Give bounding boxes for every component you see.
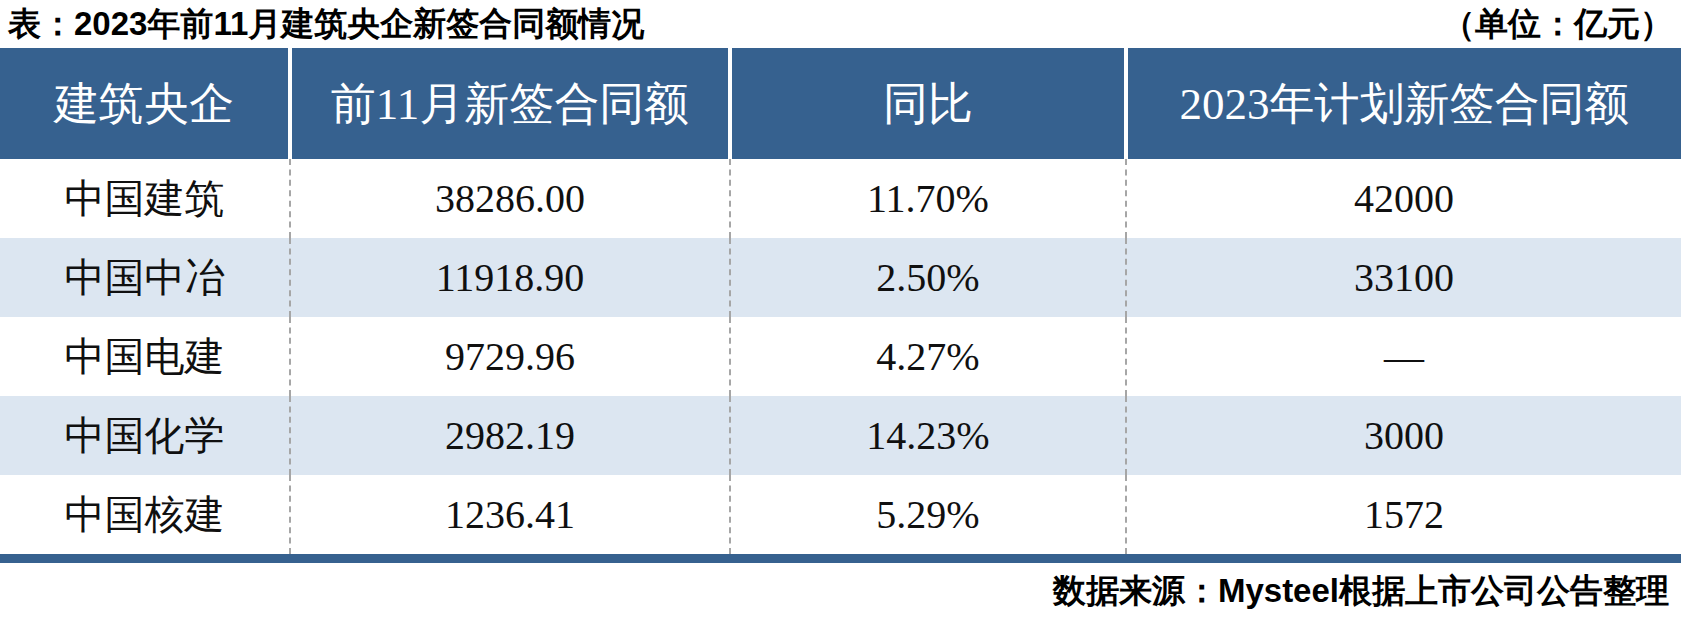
cell-yoy: 11.70% [730, 159, 1126, 238]
table-row: 中国电建 9729.96 4.27% — [0, 317, 1681, 396]
cell-yoy: 4.27% [730, 317, 1126, 396]
unit-label: （单位：亿元） [1442, 2, 1673, 46]
col-header-plan: 2023年计划新签合同额 [1126, 48, 1681, 159]
table-row: 中国化学 2982.19 14.23% 3000 [0, 396, 1681, 475]
cell-plan: 3000 [1126, 396, 1681, 475]
table-bottom-border [0, 554, 1681, 563]
table-row: 中国核建 1236.41 5.29% 1572 [0, 475, 1681, 554]
footer: 数据来源：Mysteel根据上市公司公告整理 [0, 563, 1681, 614]
col-header-amount: 前11月新签合同额 [290, 48, 730, 159]
contracts-table-figure: 表：2023年前11月建筑央企新签合同额情况 （单位：亿元） 建筑央企 前11月… [0, 0, 1681, 619]
cell-plan: — [1126, 317, 1681, 396]
cell-plan: 33100 [1126, 238, 1681, 317]
table-row: 中国建筑 38286.00 11.70% 42000 [0, 159, 1681, 238]
cell-yoy: 2.50% [730, 238, 1126, 317]
cell-company: 中国电建 [0, 317, 290, 396]
cell-amount: 1236.41 [290, 475, 730, 554]
cell-company: 中国建筑 [0, 159, 290, 238]
table-row: 中国中冶 11918.90 2.50% 33100 [0, 238, 1681, 317]
cell-plan: 42000 [1126, 159, 1681, 238]
cell-company: 中国核建 [0, 475, 290, 554]
col-header-yoy: 同比 [730, 48, 1126, 159]
title-bar: 表：2023年前11月建筑央企新签合同额情况 （单位：亿元） [0, 0, 1681, 48]
col-header-company: 建筑央企 [0, 48, 290, 159]
cell-yoy: 5.29% [730, 475, 1126, 554]
cell-plan: 1572 [1126, 475, 1681, 554]
cell-amount: 38286.00 [290, 159, 730, 238]
cell-amount: 9729.96 [290, 317, 730, 396]
data-source-label: 数据来源：Mysteel根据上市公司公告整理 [1053, 572, 1669, 609]
contracts-table: 建筑央企 前11月新签合同额 同比 2023年计划新签合同额 中国建筑 3828… [0, 48, 1681, 554]
header-row: 建筑央企 前11月新签合同额 同比 2023年计划新签合同额 [0, 48, 1681, 159]
cell-amount: 11918.90 [290, 238, 730, 317]
cell-company: 中国化学 [0, 396, 290, 475]
cell-yoy: 14.23% [730, 396, 1126, 475]
cell-amount: 2982.19 [290, 396, 730, 475]
table-title: 表：2023年前11月建筑央企新签合同额情况 [8, 2, 644, 46]
cell-company: 中国中冶 [0, 238, 290, 317]
